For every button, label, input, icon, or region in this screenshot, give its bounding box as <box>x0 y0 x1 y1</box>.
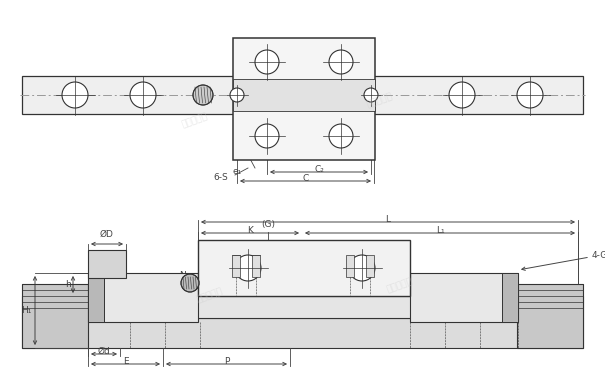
Circle shape <box>181 274 199 292</box>
Text: (G): (G) <box>261 220 275 229</box>
Text: L: L <box>385 215 390 224</box>
Circle shape <box>255 124 279 148</box>
Text: L₁: L₁ <box>436 226 444 235</box>
Text: 精威达传动: 精威达传动 <box>386 276 414 294</box>
Text: 精威达传动: 精威达传动 <box>196 286 224 304</box>
Text: 精威达传动: 精威达传动 <box>366 91 394 109</box>
Circle shape <box>449 82 475 108</box>
Bar <box>88 250 126 278</box>
Text: ØD: ØD <box>100 230 114 239</box>
Circle shape <box>255 50 279 74</box>
Text: e₁: e₁ <box>233 166 242 176</box>
Bar <box>233 79 375 111</box>
Circle shape <box>235 255 261 281</box>
Circle shape <box>329 50 353 74</box>
Circle shape <box>62 82 88 108</box>
Circle shape <box>517 82 543 108</box>
Bar <box>88 278 518 296</box>
Text: E: E <box>123 357 128 366</box>
Bar <box>88 273 198 322</box>
Bar <box>517 284 583 348</box>
Text: N: N <box>179 272 186 280</box>
Bar <box>346 255 354 277</box>
Bar <box>198 240 410 296</box>
Text: 4-G₁: 4-G₁ <box>592 251 605 260</box>
Text: P: P <box>224 357 229 366</box>
Bar <box>22 284 88 348</box>
Text: H₁: H₁ <box>22 306 32 315</box>
Text: K: K <box>247 226 253 235</box>
Circle shape <box>329 124 353 148</box>
Circle shape <box>349 255 375 281</box>
Bar <box>232 255 240 277</box>
Text: 6-S: 6-S <box>213 172 228 182</box>
Text: C: C <box>302 174 309 183</box>
Text: h: h <box>65 280 71 289</box>
Bar <box>366 255 374 277</box>
Circle shape <box>364 88 378 102</box>
Circle shape <box>193 85 213 105</box>
Bar <box>252 255 260 277</box>
Bar <box>410 273 518 322</box>
Text: Ød: Ød <box>97 347 110 356</box>
Circle shape <box>130 82 156 108</box>
Bar <box>22 318 583 348</box>
Bar <box>22 296 583 318</box>
Text: C₂: C₂ <box>314 165 324 174</box>
Bar <box>88 273 104 322</box>
Text: 精威达传动: 精威达传动 <box>181 111 209 129</box>
Circle shape <box>230 88 244 102</box>
Bar <box>233 38 375 160</box>
Bar <box>502 273 518 322</box>
Bar <box>22 76 583 114</box>
